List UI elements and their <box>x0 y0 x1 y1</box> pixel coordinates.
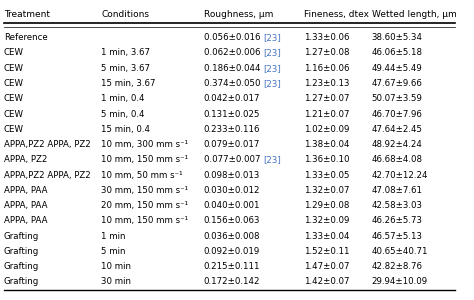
Text: 0.040±0.001: 0.040±0.001 <box>204 201 260 210</box>
Text: CEW: CEW <box>4 110 24 118</box>
Text: Grafting: Grafting <box>4 278 39 286</box>
Text: 1.32±0.09: 1.32±0.09 <box>303 216 349 225</box>
Text: [23]: [23] <box>263 49 281 58</box>
Text: CEW: CEW <box>4 125 24 134</box>
Text: 1.23±0.13: 1.23±0.13 <box>303 79 349 88</box>
Text: 1.38±0.04: 1.38±0.04 <box>303 140 349 149</box>
Text: APPA, PZ2: APPA, PZ2 <box>4 155 47 164</box>
Text: 1 min: 1 min <box>101 232 126 241</box>
Text: 1.33±0.04: 1.33±0.04 <box>303 232 349 241</box>
Text: Roughness, μm: Roughness, μm <box>204 10 273 19</box>
Text: Reference: Reference <box>4 33 47 42</box>
Text: 1.36±0.10: 1.36±0.10 <box>303 155 349 164</box>
Text: Conditions: Conditions <box>101 10 149 19</box>
Text: 0.215±0.111: 0.215±0.111 <box>204 262 260 271</box>
Text: 0.098±0.013: 0.098±0.013 <box>204 171 260 180</box>
Text: CEW: CEW <box>4 49 24 58</box>
Text: 40.65±40.71: 40.65±40.71 <box>372 247 428 256</box>
Text: 46.57±5.13: 46.57±5.13 <box>372 232 423 241</box>
Text: APPA, PAA: APPA, PAA <box>4 186 47 195</box>
Text: 1.32±0.07: 1.32±0.07 <box>303 186 349 195</box>
Text: 10 mm, 150 mm s⁻¹: 10 mm, 150 mm s⁻¹ <box>101 155 189 164</box>
Text: APPA,PZ2 APPA, PZ2: APPA,PZ2 APPA, PZ2 <box>4 140 91 149</box>
Text: 1.33±0.06: 1.33±0.06 <box>303 33 349 42</box>
Text: 0.042±0.017: 0.042±0.017 <box>204 94 260 103</box>
Text: Treatment: Treatment <box>4 10 50 19</box>
Text: 15 min, 3.67: 15 min, 3.67 <box>101 79 156 88</box>
Text: 0.077±0.007: 0.077±0.007 <box>204 155 263 164</box>
Text: 5 min, 0.4: 5 min, 0.4 <box>101 110 145 118</box>
Text: [23]: [23] <box>263 79 281 88</box>
Text: 1.27±0.07: 1.27±0.07 <box>303 94 349 103</box>
Text: 30 min: 30 min <box>101 278 131 286</box>
Text: APPA, PAA: APPA, PAA <box>4 216 47 225</box>
Text: Grafting: Grafting <box>4 232 39 241</box>
Text: 46.26±5.73: 46.26±5.73 <box>372 216 423 225</box>
Text: 46.06±5.18: 46.06±5.18 <box>372 49 423 58</box>
Text: 1.52±0.11: 1.52±0.11 <box>303 247 349 256</box>
Text: 1.47±0.07: 1.47±0.07 <box>303 262 349 271</box>
Text: 1.29±0.08: 1.29±0.08 <box>303 201 349 210</box>
Text: 46.68±4.08: 46.68±4.08 <box>372 155 423 164</box>
Text: 0.036±0.008: 0.036±0.008 <box>204 232 260 241</box>
Text: 47.08±7.61: 47.08±7.61 <box>372 186 423 195</box>
Text: 0.030±0.012: 0.030±0.012 <box>204 186 260 195</box>
Text: 1 min, 0.4: 1 min, 0.4 <box>101 94 145 103</box>
Text: 0.062±0.006: 0.062±0.006 <box>204 49 263 58</box>
Text: 47.67±9.66: 47.67±9.66 <box>372 79 423 88</box>
Text: APPA, PAA: APPA, PAA <box>4 201 47 210</box>
Text: 1.16±0.06: 1.16±0.06 <box>303 64 349 73</box>
Text: 0.172±0.142: 0.172±0.142 <box>204 278 260 286</box>
Text: 1 min, 3.67: 1 min, 3.67 <box>101 49 150 58</box>
Text: CEW: CEW <box>4 64 24 73</box>
Text: 0.131±0.025: 0.131±0.025 <box>204 110 260 118</box>
Text: 10 mm, 150 mm s⁻¹: 10 mm, 150 mm s⁻¹ <box>101 216 189 225</box>
Text: Grafting: Grafting <box>4 247 39 256</box>
Text: 0.092±0.019: 0.092±0.019 <box>204 247 260 256</box>
Text: 0.186±0.044: 0.186±0.044 <box>204 64 263 73</box>
Text: 20 mm, 150 mm s⁻¹: 20 mm, 150 mm s⁻¹ <box>101 201 189 210</box>
Text: 30 mm, 150 mm s⁻¹: 30 mm, 150 mm s⁻¹ <box>101 186 189 195</box>
Text: 48.92±4.24: 48.92±4.24 <box>372 140 423 149</box>
Text: 50.07±3.59: 50.07±3.59 <box>372 94 423 103</box>
Text: 38.60±5.34: 38.60±5.34 <box>372 33 423 42</box>
Text: 1.33±0.05: 1.33±0.05 <box>303 171 349 180</box>
Text: 5 min, 3.67: 5 min, 3.67 <box>101 64 150 73</box>
Text: 0.374±0.050: 0.374±0.050 <box>204 79 263 88</box>
Text: 1.02±0.09: 1.02±0.09 <box>303 125 349 134</box>
Text: [23]: [23] <box>263 33 281 42</box>
Text: 29.94±10.09: 29.94±10.09 <box>372 278 428 286</box>
Text: [23]: [23] <box>263 64 281 73</box>
Text: [23]: [23] <box>263 155 281 164</box>
Text: 15 min, 0.4: 15 min, 0.4 <box>101 125 150 134</box>
Text: 0.156±0.063: 0.156±0.063 <box>204 216 260 225</box>
Text: 42.70±12.24: 42.70±12.24 <box>372 171 428 180</box>
Text: Fineness, dtex: Fineness, dtex <box>303 10 369 19</box>
Text: 1.27±0.08: 1.27±0.08 <box>303 49 349 58</box>
Text: 0.079±0.017: 0.079±0.017 <box>204 140 260 149</box>
Text: 10 mm, 50 mm s⁻¹: 10 mm, 50 mm s⁻¹ <box>101 171 183 180</box>
Text: 0.233±0.116: 0.233±0.116 <box>204 125 260 134</box>
Text: Wetted length, μm: Wetted length, μm <box>372 10 456 19</box>
Text: 10 mm, 300 mm s⁻¹: 10 mm, 300 mm s⁻¹ <box>101 140 189 149</box>
Text: 42.58±3.03: 42.58±3.03 <box>372 201 423 210</box>
Text: APPA,PZ2 APPA, PZ2: APPA,PZ2 APPA, PZ2 <box>4 171 91 180</box>
Text: 5 min: 5 min <box>101 247 126 256</box>
Text: 46.70±7.96: 46.70±7.96 <box>372 110 423 118</box>
Text: Grafting: Grafting <box>4 262 39 271</box>
Text: 10 min: 10 min <box>101 262 131 271</box>
Text: CEW: CEW <box>4 79 24 88</box>
Text: 0.056±0.016: 0.056±0.016 <box>204 33 263 42</box>
Text: 1.21±0.07: 1.21±0.07 <box>303 110 349 118</box>
Text: 47.64±2.45: 47.64±2.45 <box>372 125 423 134</box>
Text: 49.44±5.49: 49.44±5.49 <box>372 64 422 73</box>
Text: CEW: CEW <box>4 94 24 103</box>
Text: 42.82±8.76: 42.82±8.76 <box>372 262 423 271</box>
Text: 1.42±0.07: 1.42±0.07 <box>303 278 349 286</box>
